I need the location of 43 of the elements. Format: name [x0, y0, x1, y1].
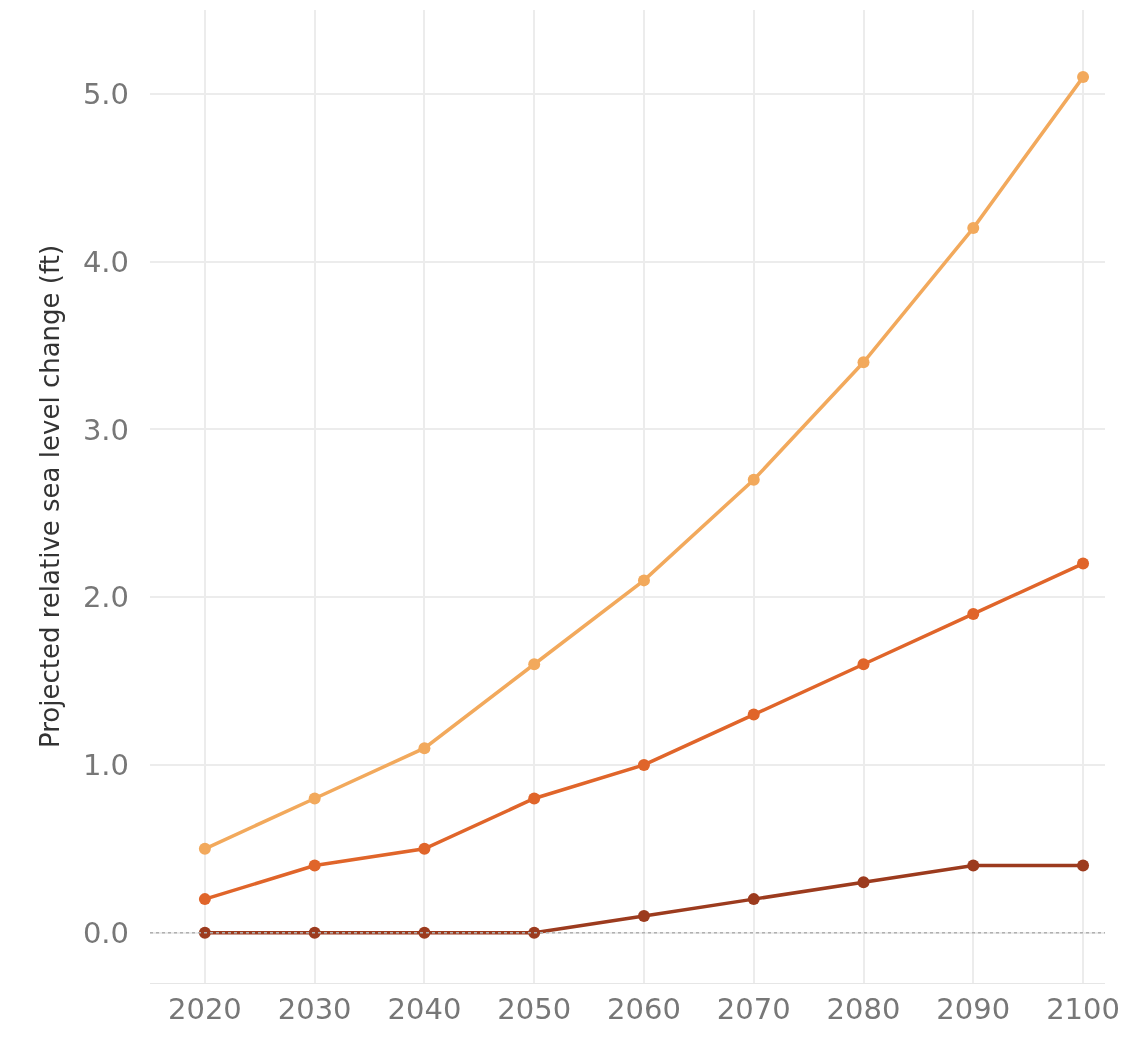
point [1077, 557, 1090, 570]
point [308, 859, 321, 872]
x-tick-label: 2020 [167, 991, 242, 1026]
point [967, 607, 980, 620]
point [747, 473, 760, 486]
point [967, 222, 980, 235]
point [528, 658, 541, 671]
point [418, 742, 431, 755]
y-tick-label: 4.0 [82, 244, 129, 279]
point [418, 842, 431, 855]
point [967, 859, 980, 872]
point [1077, 859, 1090, 872]
x-tick-label: 2100 [1046, 991, 1120, 1026]
y-tick-label: 2.0 [82, 580, 129, 615]
point [418, 926, 431, 939]
point [198, 926, 211, 939]
point [308, 926, 321, 939]
y-tick-label: 0.0 [82, 915, 129, 950]
point [857, 658, 870, 671]
y-tick-label: 3.0 [82, 412, 129, 447]
point [198, 893, 211, 906]
point [308, 792, 321, 805]
point [528, 926, 541, 939]
point [1077, 71, 1090, 84]
y-tick-label: 5.0 [82, 77, 129, 112]
point [857, 356, 870, 369]
point [198, 842, 211, 855]
y-tick-label: 1.0 [82, 748, 129, 783]
x-tick-label: 2060 [607, 991, 681, 1026]
point [747, 708, 760, 721]
x-tick-label: 2080 [826, 991, 901, 1026]
point [637, 758, 650, 771]
x-tick-label: 2090 [936, 991, 1011, 1026]
point [637, 574, 650, 587]
point [637, 909, 650, 922]
x-tick-label: 2070 [716, 991, 791, 1026]
point [747, 893, 760, 906]
x-tick-label: 2050 [497, 991, 572, 1026]
x-tick-label: 2030 [277, 991, 352, 1026]
x-tick-label: 2040 [387, 991, 462, 1026]
point [528, 792, 541, 805]
point [857, 876, 870, 889]
y-axis-title: Projected relative sea level change (ft) [35, 244, 66, 749]
